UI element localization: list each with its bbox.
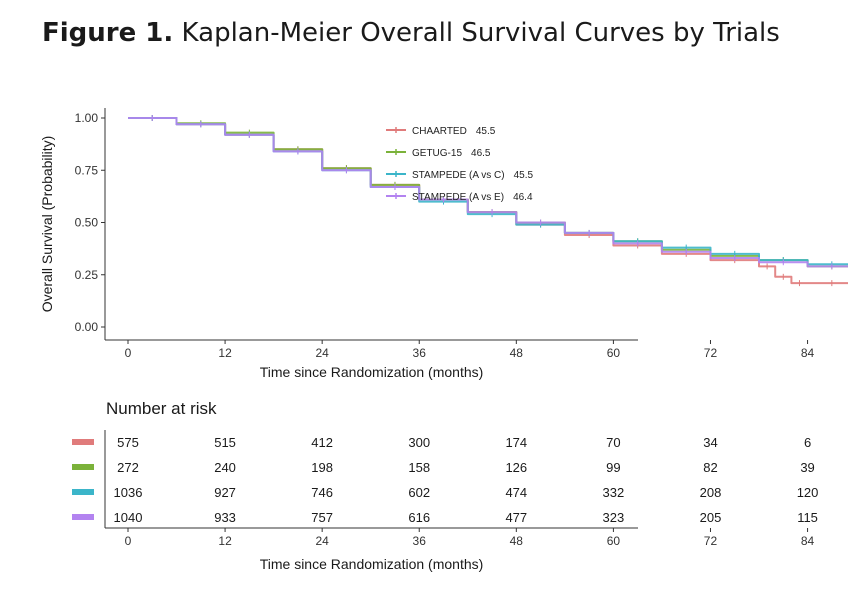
legend-median-value: 46.5 [471, 148, 491, 159]
risk-count-cell: 477 [505, 510, 527, 525]
risk-table-title: Number at risk [106, 399, 217, 418]
y-axis-title: Overall Survival (Probability) [39, 136, 55, 313]
y-tick-label: 0.75 [75, 163, 99, 177]
risk-row-color-swatch [72, 439, 94, 445]
y-tick-label: 0.25 [75, 268, 99, 282]
risk-x-tick-label: 24 [315, 534, 329, 548]
x-tick-label: 24 [315, 346, 329, 360]
risk-count-cell: 208 [700, 485, 722, 500]
x-axis-title: Time since Randomization (months) [260, 364, 484, 380]
risk-count-cell: 412 [311, 435, 333, 450]
risk-count-cell: 757 [311, 510, 333, 525]
risk-x-tick-label: 12 [218, 534, 232, 548]
risk-x-tick-label: 36 [413, 534, 427, 548]
risk-table: Number at risk57551541230017470346227224… [72, 399, 819, 572]
risk-count-cell: 6 [804, 435, 811, 450]
x-tick-label: 48 [510, 346, 524, 360]
figure-title: Figure 1. Kaplan-Meier Overall Survival … [42, 18, 780, 48]
risk-row-color-swatch [72, 464, 94, 470]
risk-count-cell: 746 [311, 485, 333, 500]
risk-count-cell: 174 [505, 435, 527, 450]
survival-curve-3 [128, 117, 848, 268]
risk-row-color-swatch [72, 514, 94, 520]
risk-count-cell: 927 [214, 485, 236, 500]
km-axes: 0.000.250.500.751.0001224364860728496Tim… [39, 108, 815, 380]
risk-count-cell: 1040 [114, 510, 143, 525]
risk-count-cell: 34 [703, 435, 717, 450]
risk-count-cell: 933 [214, 510, 236, 525]
risk-x-tick-label: 60 [607, 534, 621, 548]
risk-count-cell: 158 [408, 460, 430, 475]
risk-count-cell: 126 [505, 460, 527, 475]
x-tick-label: 84 [801, 346, 815, 360]
x-tick-label: 36 [413, 346, 427, 360]
legend-median-value: 45.5 [476, 126, 496, 137]
risk-count-cell: 39 [800, 460, 814, 475]
figure-label: Figure 1. [42, 18, 174, 48]
risk-count-cell: 115 [797, 510, 818, 525]
x-tick-label: 60 [607, 346, 621, 360]
risk-count-cell: 205 [700, 510, 722, 525]
figure-title-text: Kaplan-Meier Overall Survival Curves by … [181, 18, 780, 48]
risk-count-cell: 1036 [114, 485, 143, 500]
risk-x-tick-label: 0 [125, 534, 132, 548]
legend-label: STAMPEDE (A vs E) 46.4 [412, 192, 533, 203]
x-tick-label: 72 [704, 346, 718, 360]
risk-count-cell: 198 [311, 460, 333, 475]
risk-row-color-swatch [72, 489, 94, 495]
risk-count-cell: 616 [408, 510, 430, 525]
risk-count-cell: 272 [117, 460, 139, 475]
risk-x-tick-label: 84 [801, 534, 815, 548]
legend-series-name: CHAARTED [412, 126, 467, 137]
y-tick-label: 0.50 [75, 216, 99, 230]
legend-series-name: GETUG-15 [412, 148, 462, 159]
x-tick-label: 0 [125, 346, 132, 360]
legend-label: GETUG-15 46.5 [412, 148, 491, 159]
y-tick-label: 0.00 [75, 320, 99, 334]
legend-series-name: STAMPEDE (A vs C) [412, 170, 505, 181]
risk-count-cell: 240 [214, 460, 236, 475]
risk-x-tick-label: 48 [510, 534, 524, 548]
legend-median-value: 46.4 [513, 192, 533, 203]
risk-x-axis-title: Time since Randomization (months) [260, 556, 484, 572]
y-tick-label: 1.00 [75, 111, 99, 125]
risk-count-cell: 82 [703, 460, 717, 475]
km-curves [128, 115, 848, 287]
risk-count-cell: 332 [603, 485, 625, 500]
risk-count-cell: 515 [214, 435, 236, 450]
legend-label: STAMPEDE (A vs C) 45.5 [412, 170, 534, 181]
risk-count-cell: 300 [408, 435, 430, 450]
risk-count-cell: 474 [505, 485, 527, 500]
risk-count-cell: 99 [606, 460, 620, 475]
risk-count-cell: 575 [117, 435, 139, 450]
x-tick-label: 12 [218, 346, 232, 360]
legend-median-value: 45.5 [514, 170, 534, 181]
legend-label: CHAARTED 45.5 [412, 126, 496, 137]
risk-count-cell: 70 [606, 435, 620, 450]
risk-count-cell: 602 [408, 485, 430, 500]
legend-series-name: STAMPEDE (A vs E) [412, 192, 504, 203]
risk-count-cell: 323 [603, 510, 625, 525]
risk-x-tick-label: 72 [704, 534, 718, 548]
risk-count-cell: 120 [797, 485, 819, 500]
km-legend: CHAARTED 45.5 GETUG-15 46.5 STAMPEDE (A vs C… [386, 126, 534, 203]
